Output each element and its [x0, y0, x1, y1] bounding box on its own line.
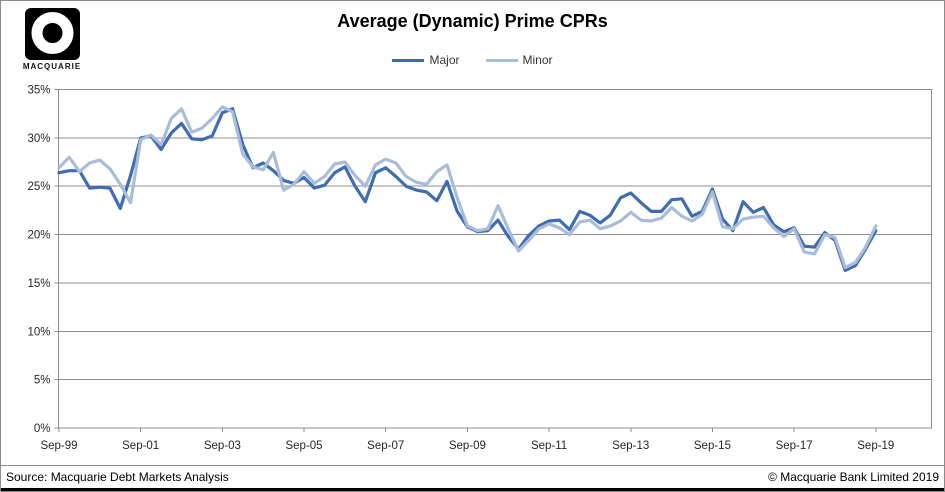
x-axis-label-Sep-19: Sep-19 [857, 440, 894, 452]
x-axis-label-Sep-09: Sep-09 [449, 440, 486, 452]
major-line-swatch-icon [392, 58, 425, 62]
x-axis-label-Sep-13: Sep-13 [612, 440, 649, 452]
copyright-note: © Macquarie Bank Limited 2019 [768, 470, 939, 484]
y-axis-label-0: 0% [34, 423, 51, 435]
source-note: Source: Macquarie Debt Markets Analysis [6, 470, 229, 484]
x-axis-label-Sep-99: Sep-99 [40, 440, 77, 452]
x-axis-label-Sep-01: Sep-01 [122, 440, 159, 452]
minor-series-line [57, 105, 878, 270]
x-axis-label-Sep-11: Sep-11 [531, 440, 567, 452]
chart-title: Average (Dynamic) Prime CPRs [337, 11, 608, 31]
y-axis-label-10: 10% [27, 326, 50, 338]
x-axis-label-Sep-17: Sep-17 [776, 440, 813, 452]
white-ring-icon [31, 12, 73, 54]
macquarie-holey-dollar-icon [24, 8, 80, 60]
x-axis-label-Sep-15: Sep-15 [694, 440, 731, 452]
minor-line-swatch-icon [485, 58, 518, 62]
major-series-line [57, 107, 878, 272]
legend-item-minor: Minor [485, 53, 553, 67]
y-axis-label-25: 25% [27, 181, 50, 193]
y-axis-label-35: 35% [27, 85, 50, 97]
legend-label-minor: Minor [522, 53, 553, 67]
y-axis-label-5: 5% [34, 375, 51, 387]
chart-legend: Major Minor [1, 53, 944, 67]
legend-item-major: Major [392, 53, 460, 67]
legend-label-major: Major [429, 53, 460, 67]
plot-border [58, 89, 932, 429]
x-axis-label-Sep-07: Sep-07 [367, 440, 404, 452]
y-axis-label-15: 15% [27, 278, 50, 290]
x-axis-label-Sep-05: Sep-05 [285, 440, 322, 452]
y-axis-label-20: 20% [27, 230, 50, 242]
footer-bar: Source: Macquarie Debt Markets Analysis … [1, 465, 944, 491]
cpr-line-chart: 0% 5% 10% 15% 20% 25% 30% 35% Sep-99 Sep-01 Sep-03… [27, 85, 932, 452]
logo-wordmark: MACQUARIE [22, 62, 82, 71]
x-axis-label-Sep-03: Sep-03 [204, 440, 241, 452]
macquarie-logo: MACQUARIE [13, 8, 91, 71]
y-axis-label-30: 30% [27, 133, 50, 145]
